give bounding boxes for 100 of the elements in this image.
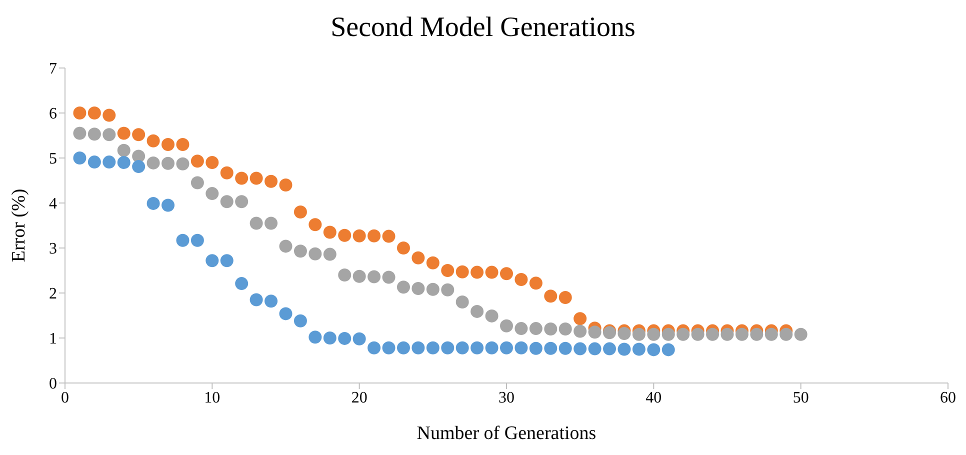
- point: [780, 328, 793, 341]
- y-tick-label: 3: [49, 240, 57, 258]
- x-tick-label: 40: [646, 389, 662, 406]
- x-tick-label: 50: [792, 389, 809, 406]
- point: [162, 138, 175, 151]
- point: [206, 254, 219, 268]
- point: [338, 332, 352, 345]
- point: [396, 341, 410, 354]
- y-tick-label: 6: [49, 106, 57, 123]
- point: [470, 341, 484, 354]
- point: [279, 178, 292, 192]
- point: [264, 174, 278, 188]
- point: [323, 226, 336, 239]
- point: [352, 229, 366, 242]
- point: [323, 248, 336, 261]
- point: [162, 156, 175, 170]
- point: [470, 266, 484, 279]
- point: [264, 294, 278, 308]
- point: [603, 342, 616, 356]
- point: [794, 328, 808, 341]
- point: [88, 106, 101, 120]
- point: [250, 172, 263, 185]
- point: [73, 126, 86, 140]
- point: [117, 156, 130, 169]
- y-tick-label: 4: [49, 196, 57, 213]
- point: [250, 293, 263, 306]
- point: [146, 156, 160, 170]
- point: [264, 216, 278, 230]
- point: [456, 341, 469, 354]
- point: [618, 342, 631, 356]
- point: [514, 322, 528, 336]
- point: [588, 342, 602, 356]
- point: [117, 144, 130, 157]
- point: [500, 341, 513, 354]
- point: [514, 273, 528, 286]
- point: [647, 328, 660, 341]
- point: [558, 322, 572, 336]
- chart-title: Second Model Generations: [330, 11, 636, 45]
- point: [190, 176, 204, 190]
- point: [220, 195, 234, 208]
- point: [426, 282, 440, 296]
- point: [529, 276, 542, 290]
- x-axis-title: Number of Generations: [416, 423, 596, 444]
- point: [529, 322, 542, 336]
- point: [338, 228, 352, 242]
- point: [190, 154, 204, 168]
- point: [574, 342, 587, 356]
- point: [632, 342, 646, 356]
- point: [206, 156, 219, 169]
- point: [706, 328, 720, 341]
- point: [250, 216, 263, 230]
- point: [544, 322, 558, 336]
- point: [220, 166, 234, 180]
- point: [485, 266, 498, 279]
- point: [558, 342, 572, 355]
- y-tick-label: 1: [49, 330, 57, 348]
- point: [618, 327, 631, 340]
- y-tick-label: 5: [49, 150, 57, 168]
- point: [544, 290, 558, 303]
- point: [220, 254, 234, 268]
- point: [441, 264, 454, 277]
- point: [102, 108, 116, 122]
- point: [176, 138, 190, 151]
- point: [132, 160, 146, 174]
- point: [412, 282, 425, 295]
- point: [294, 206, 307, 218]
- point: [456, 265, 469, 278]
- point: [382, 230, 396, 243]
- point: [426, 341, 440, 354]
- point: [396, 280, 410, 294]
- point: [574, 324, 587, 338]
- point: [294, 314, 307, 328]
- point: [308, 330, 322, 344]
- point: [764, 328, 778, 341]
- x-tick-label: 60: [940, 389, 956, 406]
- point: [412, 341, 425, 354]
- point: [323, 332, 336, 344]
- point: [544, 342, 558, 355]
- point: [588, 326, 602, 339]
- point: [382, 341, 396, 354]
- point: [235, 277, 248, 290]
- point: [190, 234, 204, 247]
- point: [691, 328, 704, 341]
- y-axis-title: Error (%): [8, 188, 30, 262]
- y-tick-label: 7: [49, 60, 57, 78]
- point: [574, 312, 587, 326]
- point: [132, 128, 146, 142]
- point: [500, 319, 513, 332]
- point: [73, 106, 86, 120]
- point: [352, 332, 366, 346]
- point: [396, 242, 410, 254]
- point: [235, 195, 248, 208]
- point: [647, 343, 660, 356]
- point: [308, 247, 322, 260]
- y-tick-label: 0: [49, 376, 57, 393]
- point: [441, 341, 454, 354]
- point: [102, 156, 116, 169]
- point: [412, 251, 425, 264]
- point: [632, 328, 646, 341]
- point: [279, 307, 292, 320]
